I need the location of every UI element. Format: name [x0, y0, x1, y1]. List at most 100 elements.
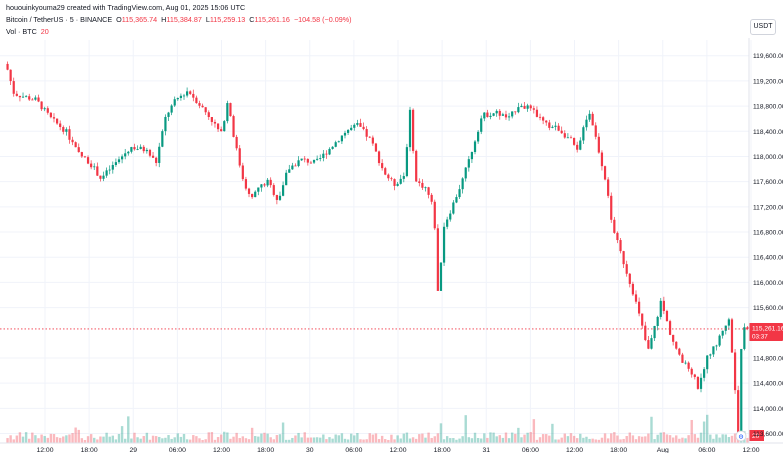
volume-bar	[179, 436, 183, 443]
symbol-title[interactable]: Bitcoin / TetherUS · 5 · BINANCE	[6, 15, 113, 24]
volume-bar	[192, 435, 195, 443]
volume-bar	[616, 435, 619, 443]
volume-bar	[62, 436, 65, 443]
volume-bar	[541, 434, 545, 443]
candle-body	[542, 117, 545, 121]
candle-body	[504, 114, 508, 118]
volume-bar	[600, 437, 604, 443]
candle-body	[359, 123, 362, 127]
volume-bar	[136, 437, 139, 443]
tradingview-logo-icon: ⊙	[735, 430, 747, 442]
volume-bar	[93, 437, 96, 443]
candle-body	[523, 105, 526, 109]
candle-body	[470, 152, 474, 160]
candle-body	[374, 143, 378, 152]
x-tick-label: 18:00	[257, 447, 274, 453]
candle-body	[65, 129, 68, 132]
volume-bar	[622, 438, 625, 443]
candle-body	[706, 355, 709, 370]
volume-bar	[684, 438, 687, 443]
candle-body	[145, 149, 148, 152]
volume-bar	[476, 438, 480, 443]
candle-body	[721, 330, 724, 336]
volume-bar	[34, 435, 37, 443]
volume-bar	[430, 437, 433, 443]
x-tick-label: 18:00	[81, 447, 98, 453]
candle-body	[560, 130, 563, 134]
candle-body	[464, 167, 467, 179]
close-label: C	[249, 15, 255, 24]
volume-bar	[671, 437, 675, 443]
candle-body	[511, 111, 514, 117]
volume-bar	[164, 437, 167, 443]
volume-bar	[182, 433, 186, 443]
volume-bar	[668, 435, 672, 443]
candle-body	[405, 147, 409, 177]
candle-body	[576, 144, 579, 150]
candle-body	[662, 300, 665, 311]
candle-body	[260, 184, 263, 188]
volume-bar	[377, 439, 381, 443]
y-tick-label: 118,000.00	[753, 154, 783, 161]
volume-bar	[269, 437, 272, 443]
candle-body	[566, 137, 569, 139]
volume-bar	[538, 437, 542, 443]
candle-body	[477, 131, 480, 142]
volume-bar	[127, 416, 130, 443]
candle-body	[427, 187, 430, 195]
volume-bar	[216, 437, 220, 443]
candle-body	[334, 142, 337, 147]
volume-bar	[569, 433, 573, 443]
volume-bar	[96, 439, 99, 443]
volume-bar	[322, 434, 325, 443]
volume-bar	[272, 439, 275, 443]
volume-bar	[232, 436, 235, 443]
candle-body	[594, 125, 597, 137]
volume-bar	[49, 433, 53, 443]
volume-bar	[445, 436, 449, 443]
candle-body	[449, 213, 452, 220]
candle-body	[529, 105, 532, 109]
volume-bar	[9, 435, 12, 443]
x-tick-label: 30	[306, 447, 314, 453]
candle-body	[384, 168, 387, 175]
volume-bar	[467, 437, 471, 443]
y-tick-label: 114,000.00	[753, 406, 783, 413]
candle-body	[111, 164, 114, 170]
candle-body	[473, 141, 477, 153]
candle-body	[393, 179, 396, 186]
x-tick-label: 12:00	[389, 447, 406, 453]
volume-bar	[560, 437, 563, 443]
volume-label[interactable]: Vol · BTC	[6, 27, 37, 36]
candle-body	[371, 137, 374, 144]
open-value: 115,365.74	[121, 15, 158, 24]
volume-bar	[517, 427, 520, 443]
currency-button[interactable]: USDT	[750, 19, 776, 35]
candle-body	[616, 232, 619, 241]
volume-bar	[523, 434, 526, 443]
volume-bar	[557, 439, 560, 443]
x-tick-label: 06:00	[522, 447, 539, 453]
candle-body	[213, 121, 217, 124]
candle-body	[6, 63, 9, 70]
candle-body	[668, 321, 672, 335]
candle-body	[551, 126, 554, 128]
candle-body	[120, 156, 124, 160]
volume-bar	[442, 439, 446, 443]
candle-body	[173, 99, 176, 106]
volume-bar	[678, 438, 681, 443]
volume-bar	[464, 415, 467, 443]
candle-body	[312, 159, 316, 163]
candle-body	[232, 116, 235, 137]
volume-bar	[566, 436, 570, 443]
volume-bar	[610, 433, 613, 443]
volume-bar	[724, 434, 727, 443]
volume-bar	[647, 433, 650, 443]
volume-bar	[99, 436, 102, 443]
candle-body	[158, 146, 161, 163]
candle-body	[210, 117, 213, 122]
y-tick-label: 117,200.00	[753, 204, 783, 211]
candle-body	[148, 149, 152, 156]
candle-body	[415, 150, 418, 182]
